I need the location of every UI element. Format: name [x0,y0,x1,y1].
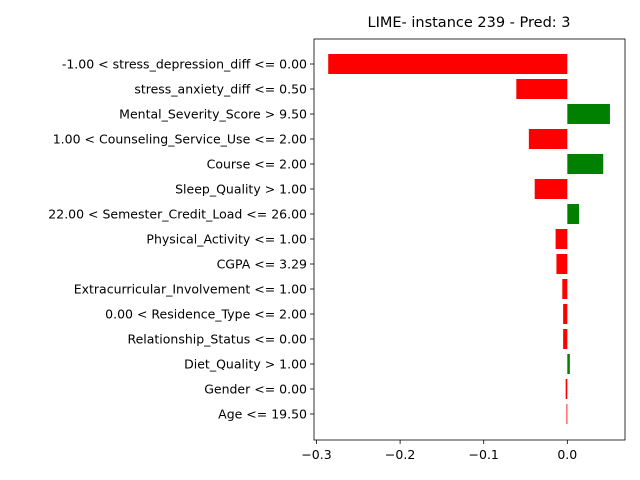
x-tick-label: −0.1 [469,447,499,462]
x-ticks-group: −0.3 −0.2 −0.1 0.0 [301,440,577,462]
bar [567,204,580,224]
category-label: stress_anxiety_diff <= 0.50 [134,82,307,97]
bar [567,104,610,124]
category-label: 0.00 < Residence_Type <= 2.00 [105,307,307,322]
bar [563,304,568,324]
bar [555,229,568,249]
bar [563,329,568,349]
category-label: Course <= 2.00 [207,157,307,172]
category-label: Physical_Activity <= 1.00 [146,232,307,247]
category-label: Mental_Severity_Score > 9.50 [119,107,307,122]
category-label: 22.00 < Semester_Credit_Load <= 26.00 [48,207,307,222]
x-tick-label: 0.0 [557,447,577,462]
bar [562,279,568,299]
bars-group [328,54,610,424]
category-label: Diet_Quality > 1.00 [184,357,307,372]
plot-frame [313,38,626,441]
bar [565,379,568,399]
bar [566,404,568,424]
bar [556,254,568,274]
category-label: Age <= 19.50 [218,407,307,422]
category-label: CGPA <= 3.29 [217,257,307,272]
category-label: Gender <= 0.00 [204,382,307,397]
category-labels-group: -1.00 < stress_depression_diff <= 0.00 st… [48,57,314,422]
category-label: 1.00 < Counseling_Service_Use <= 2.00 [53,132,307,147]
bar [567,354,570,374]
category-label: Sleep_Quality > 1.00 [175,182,307,197]
chart-title: LIME- instance 239 - Pred: 3 [367,15,570,31]
bar [528,129,568,149]
x-tick-label: −0.2 [385,447,415,462]
category-label: Extracurricular_Involvement <= 1.00 [74,282,307,297]
category-label: -1.00 < stress_depression_diff <= 0.00 [62,57,307,72]
category-label: Relationship_Status <= 0.00 [127,332,307,347]
bar [567,154,604,174]
x-tick-label: −0.3 [301,447,331,462]
bar [516,79,568,99]
bar [328,54,568,74]
bar [534,179,568,199]
